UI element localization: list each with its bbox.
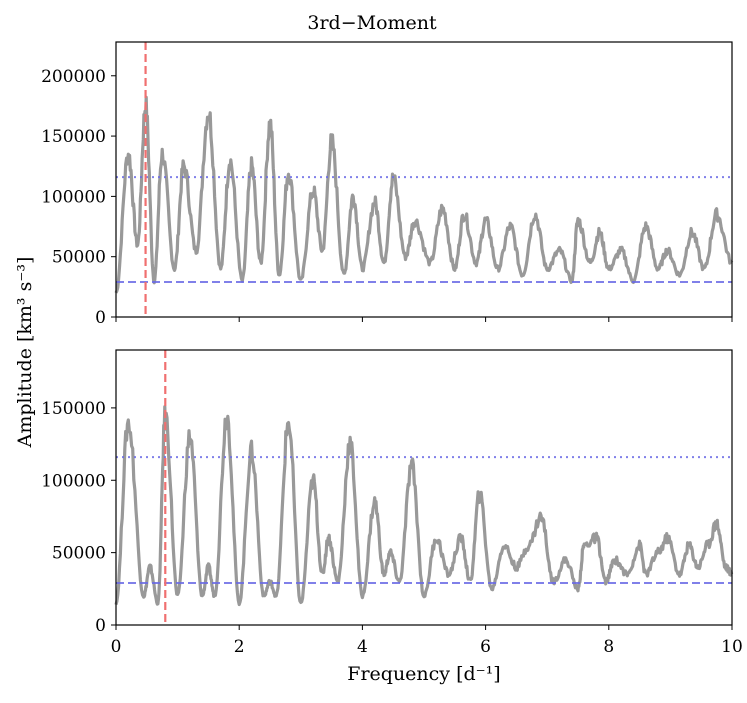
- top-panel: 0 50000 100000 150000 200000: [41, 41, 734, 328]
- y-tick-label: 200000: [41, 67, 106, 87]
- top-x-tick-marks: [115, 317, 733, 322]
- bottom-amplitude-series: [114, 405, 734, 607]
- amplitude-spectrum-line: [114, 95, 734, 294]
- x-tick-label: 8: [603, 637, 614, 657]
- y-tick-label: 150000: [41, 399, 106, 419]
- x-tick-label: 2: [234, 637, 245, 657]
- bottom-axes-frame: [115, 349, 733, 626]
- amplitude-spectrum-line: [114, 405, 734, 607]
- x-tick-label: 10: [721, 637, 743, 657]
- x-tick-label: 6: [480, 637, 491, 657]
- top-y-ticks: 0 50000 100000 150000 200000: [41, 67, 116, 328]
- bottom-x-ticks: 0 2 4 6 8 10: [111, 625, 743, 657]
- bottom-panel: 0 50000 100000 150000 0 2 4 6 8 10: [41, 349, 743, 657]
- x-tick-label: 0: [111, 637, 122, 657]
- y-tick-label: 0: [95, 616, 106, 636]
- y-tick-label: 0: [95, 308, 106, 328]
- y-axis-label: Amplitude [km³ s⁻³]: [14, 257, 36, 449]
- bottom-y-ticks: 0 50000 100000 150000: [41, 399, 116, 636]
- y-tick-label: 100000: [41, 187, 106, 207]
- y-tick-label: 150000: [41, 127, 106, 147]
- y-tick-label: 50000: [52, 248, 106, 268]
- y-tick-label: 50000: [52, 544, 106, 564]
- top-axes-frame: [115, 41, 733, 318]
- chart-title: 3rd−Moment: [307, 12, 437, 34]
- top-amplitude-series: [114, 95, 734, 294]
- x-axis-label: Frequency [d⁻¹]: [347, 663, 500, 685]
- y-tick-label: 100000: [41, 471, 106, 491]
- x-tick-label: 4: [357, 637, 368, 657]
